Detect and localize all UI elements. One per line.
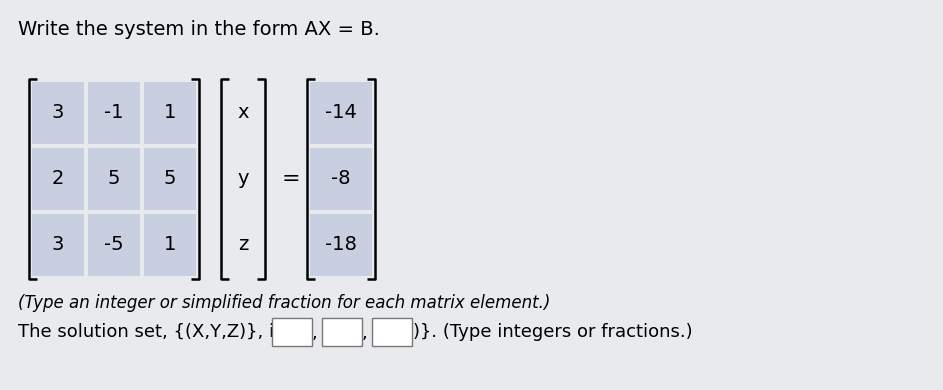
- Text: ,: ,: [362, 324, 368, 342]
- Text: 3: 3: [52, 103, 64, 122]
- FancyBboxPatch shape: [310, 148, 372, 210]
- Text: The solution set, {(X,Y,Z)}, is {(: The solution set, {(X,Y,Z)}, is {(: [18, 323, 307, 341]
- Text: -5: -5: [104, 236, 124, 255]
- Text: 1: 1: [164, 236, 176, 255]
- Text: 5: 5: [164, 170, 176, 188]
- Text: 2: 2: [52, 170, 64, 188]
- Text: 1: 1: [164, 103, 176, 122]
- Text: ,: ,: [312, 324, 318, 342]
- FancyBboxPatch shape: [32, 214, 84, 276]
- FancyBboxPatch shape: [372, 318, 412, 346]
- FancyBboxPatch shape: [310, 82, 372, 144]
- FancyBboxPatch shape: [88, 214, 140, 276]
- FancyBboxPatch shape: [144, 82, 196, 144]
- FancyBboxPatch shape: [310, 214, 372, 276]
- FancyBboxPatch shape: [322, 318, 362, 346]
- FancyBboxPatch shape: [32, 148, 84, 210]
- Text: (Type an integer or simplified fraction for each matrix element.): (Type an integer or simplified fraction …: [18, 294, 551, 312]
- Text: Write the system in the form AX = B.: Write the system in the form AX = B.: [18, 20, 380, 39]
- Text: -18: -18: [325, 236, 357, 255]
- Text: y: y: [238, 170, 249, 188]
- FancyBboxPatch shape: [32, 82, 84, 144]
- FancyBboxPatch shape: [88, 82, 140, 144]
- Text: -1: -1: [105, 103, 124, 122]
- Text: 3: 3: [52, 236, 64, 255]
- Text: -14: -14: [325, 103, 357, 122]
- Text: z: z: [238, 236, 248, 255]
- Text: 5: 5: [108, 170, 121, 188]
- Text: -8: -8: [331, 170, 351, 188]
- FancyBboxPatch shape: [144, 214, 196, 276]
- FancyBboxPatch shape: [144, 148, 196, 210]
- FancyBboxPatch shape: [272, 318, 312, 346]
- Text: x: x: [238, 103, 249, 122]
- Text: )}. (Type integers or fractions.): )}. (Type integers or fractions.): [413, 323, 692, 341]
- FancyBboxPatch shape: [88, 148, 140, 210]
- Text: =: =: [282, 169, 301, 189]
